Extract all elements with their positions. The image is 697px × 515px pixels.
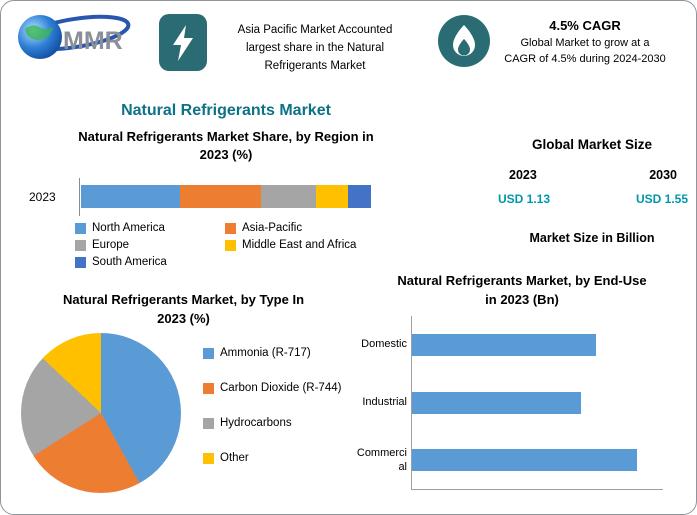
region-axis-category: 2023: [29, 190, 56, 204]
region-segment-europe: [260, 185, 316, 208]
legend-label: South America: [92, 256, 167, 268]
lightning-icon: [173, 24, 193, 61]
enduse-bar-row-industrial: [412, 374, 663, 432]
enduse-bar-row-commercial: [412, 431, 663, 489]
legend-label: Hydrocarbons: [220, 417, 292, 429]
legend-label: Ammonia (R-717): [220, 347, 311, 359]
logo-text: MMR: [63, 27, 123, 55]
legend-swatch: [225, 239, 236, 251]
enduse-bar-row-domestic: [412, 316, 663, 374]
legend-swatch: [203, 417, 214, 429]
region-segment-south-america: [347, 185, 371, 208]
market-size-values: USD 1.13 USD 1.55: [498, 192, 688, 206]
legend-item-other: Other: [203, 452, 341, 464]
region-stacked-bar: [81, 185, 371, 208]
legend-swatch: [75, 256, 86, 268]
flame-icon: [453, 25, 475, 56]
mmr-logo: MMR: [18, 14, 131, 59]
market-size-value-start: USD 1.13: [498, 192, 551, 206]
type-chart-title: Natural Refrigerants Market, by Type In …: [62, 292, 305, 326]
legend-label: Middle East and Africa: [242, 239, 357, 251]
enduse-category-labels: Domestic Industrial Commercial: [353, 316, 411, 490]
enduse-bar-commercial: [412, 449, 638, 472]
legend-item-middle-east-and-africa: Middle East and Africa: [225, 239, 395, 251]
region-legend: North America Asia-Pacific Europe Middle Ea…: [75, 222, 395, 268]
market-size-value-end: USD 1.55: [635, 192, 688, 206]
highlight-cagr: 4.5% CAGR Global Market to grow at a CAG…: [504, 18, 666, 68]
legend-item-europe: Europe: [75, 239, 225, 251]
enduse-label-commercial: Commercial: [356, 447, 407, 473]
legend-item-asia-pacific: Asia-Pacific: [225, 222, 395, 234]
enduse-plot-area: [411, 316, 663, 490]
legend-item-hydrocarbons: Hydrocarbons: [203, 417, 341, 429]
enduse-chart-title: Natural Refrigerants Market, by End-Use …: [397, 273, 647, 307]
region-segment-asia-pacific: [179, 185, 261, 208]
enduse-label-domestic: Domestic: [361, 338, 407, 351]
market-size-year-end: 2030: [649, 168, 677, 182]
type-pie-chart: [21, 333, 181, 493]
page-title: Natural Refrigerants Market: [121, 102, 331, 119]
legend-item-carbon-dioxide-r-744: Carbon Dioxide (R-744): [203, 382, 341, 394]
enduse-bar-domestic: [412, 333, 597, 356]
market-size-title: Global Market Size: [531, 137, 653, 152]
legend-label: Asia-Pacific: [242, 222, 303, 234]
type-pie-legend: Ammonia (R-717) Carbon Dioxide (R-744) Hyd…: [203, 347, 341, 464]
legend-label: Other: [220, 452, 249, 464]
legend-label: Carbon Dioxide (R-744): [220, 382, 342, 394]
market-size-years: 2023 2030: [509, 168, 677, 182]
market-size-year-start: 2023: [509, 168, 537, 182]
highlight-share-text: Asia Pacific Market Accounted largest sh…: [237, 24, 393, 72]
market-size-note: Market Size in Billion: [529, 231, 655, 245]
legend-label: Europe: [92, 239, 130, 251]
cagr-text: Global Market to grow at a CAGR of 4.5% …: [504, 37, 666, 65]
legend-item-south-america: South America: [75, 256, 225, 268]
legend-swatch: [225, 222, 236, 234]
region-segment-north-america: [81, 185, 180, 208]
legend-label: North America: [92, 222, 165, 234]
legend-swatch: [203, 347, 214, 359]
legend-item-north-america: North America: [75, 222, 225, 234]
legend-swatch: [203, 452, 214, 464]
region-segment-middle-east-and-africa: [315, 185, 348, 208]
enduse-bar-chart: Domestic Industrial Commercial: [353, 316, 663, 490]
enduse-label-industrial: Industrial: [362, 396, 407, 409]
region-y-axis-line: [79, 178, 80, 216]
legend-item-ammonia-r-717: Ammonia (R-717): [203, 347, 341, 359]
legend-swatch: [75, 239, 86, 251]
region-chart-title: Natural Refrigerants Market Share, by Re…: [78, 129, 374, 163]
enduse-bar-industrial: [412, 391, 582, 414]
lightning-badge: [159, 14, 207, 71]
cagr-title: 4.5% CAGR: [549, 18, 621, 33]
globe-continent: [25, 25, 53, 40]
flame-badge: [438, 15, 490, 67]
legend-swatch: [75, 222, 86, 234]
legend-swatch: [203, 382, 214, 394]
